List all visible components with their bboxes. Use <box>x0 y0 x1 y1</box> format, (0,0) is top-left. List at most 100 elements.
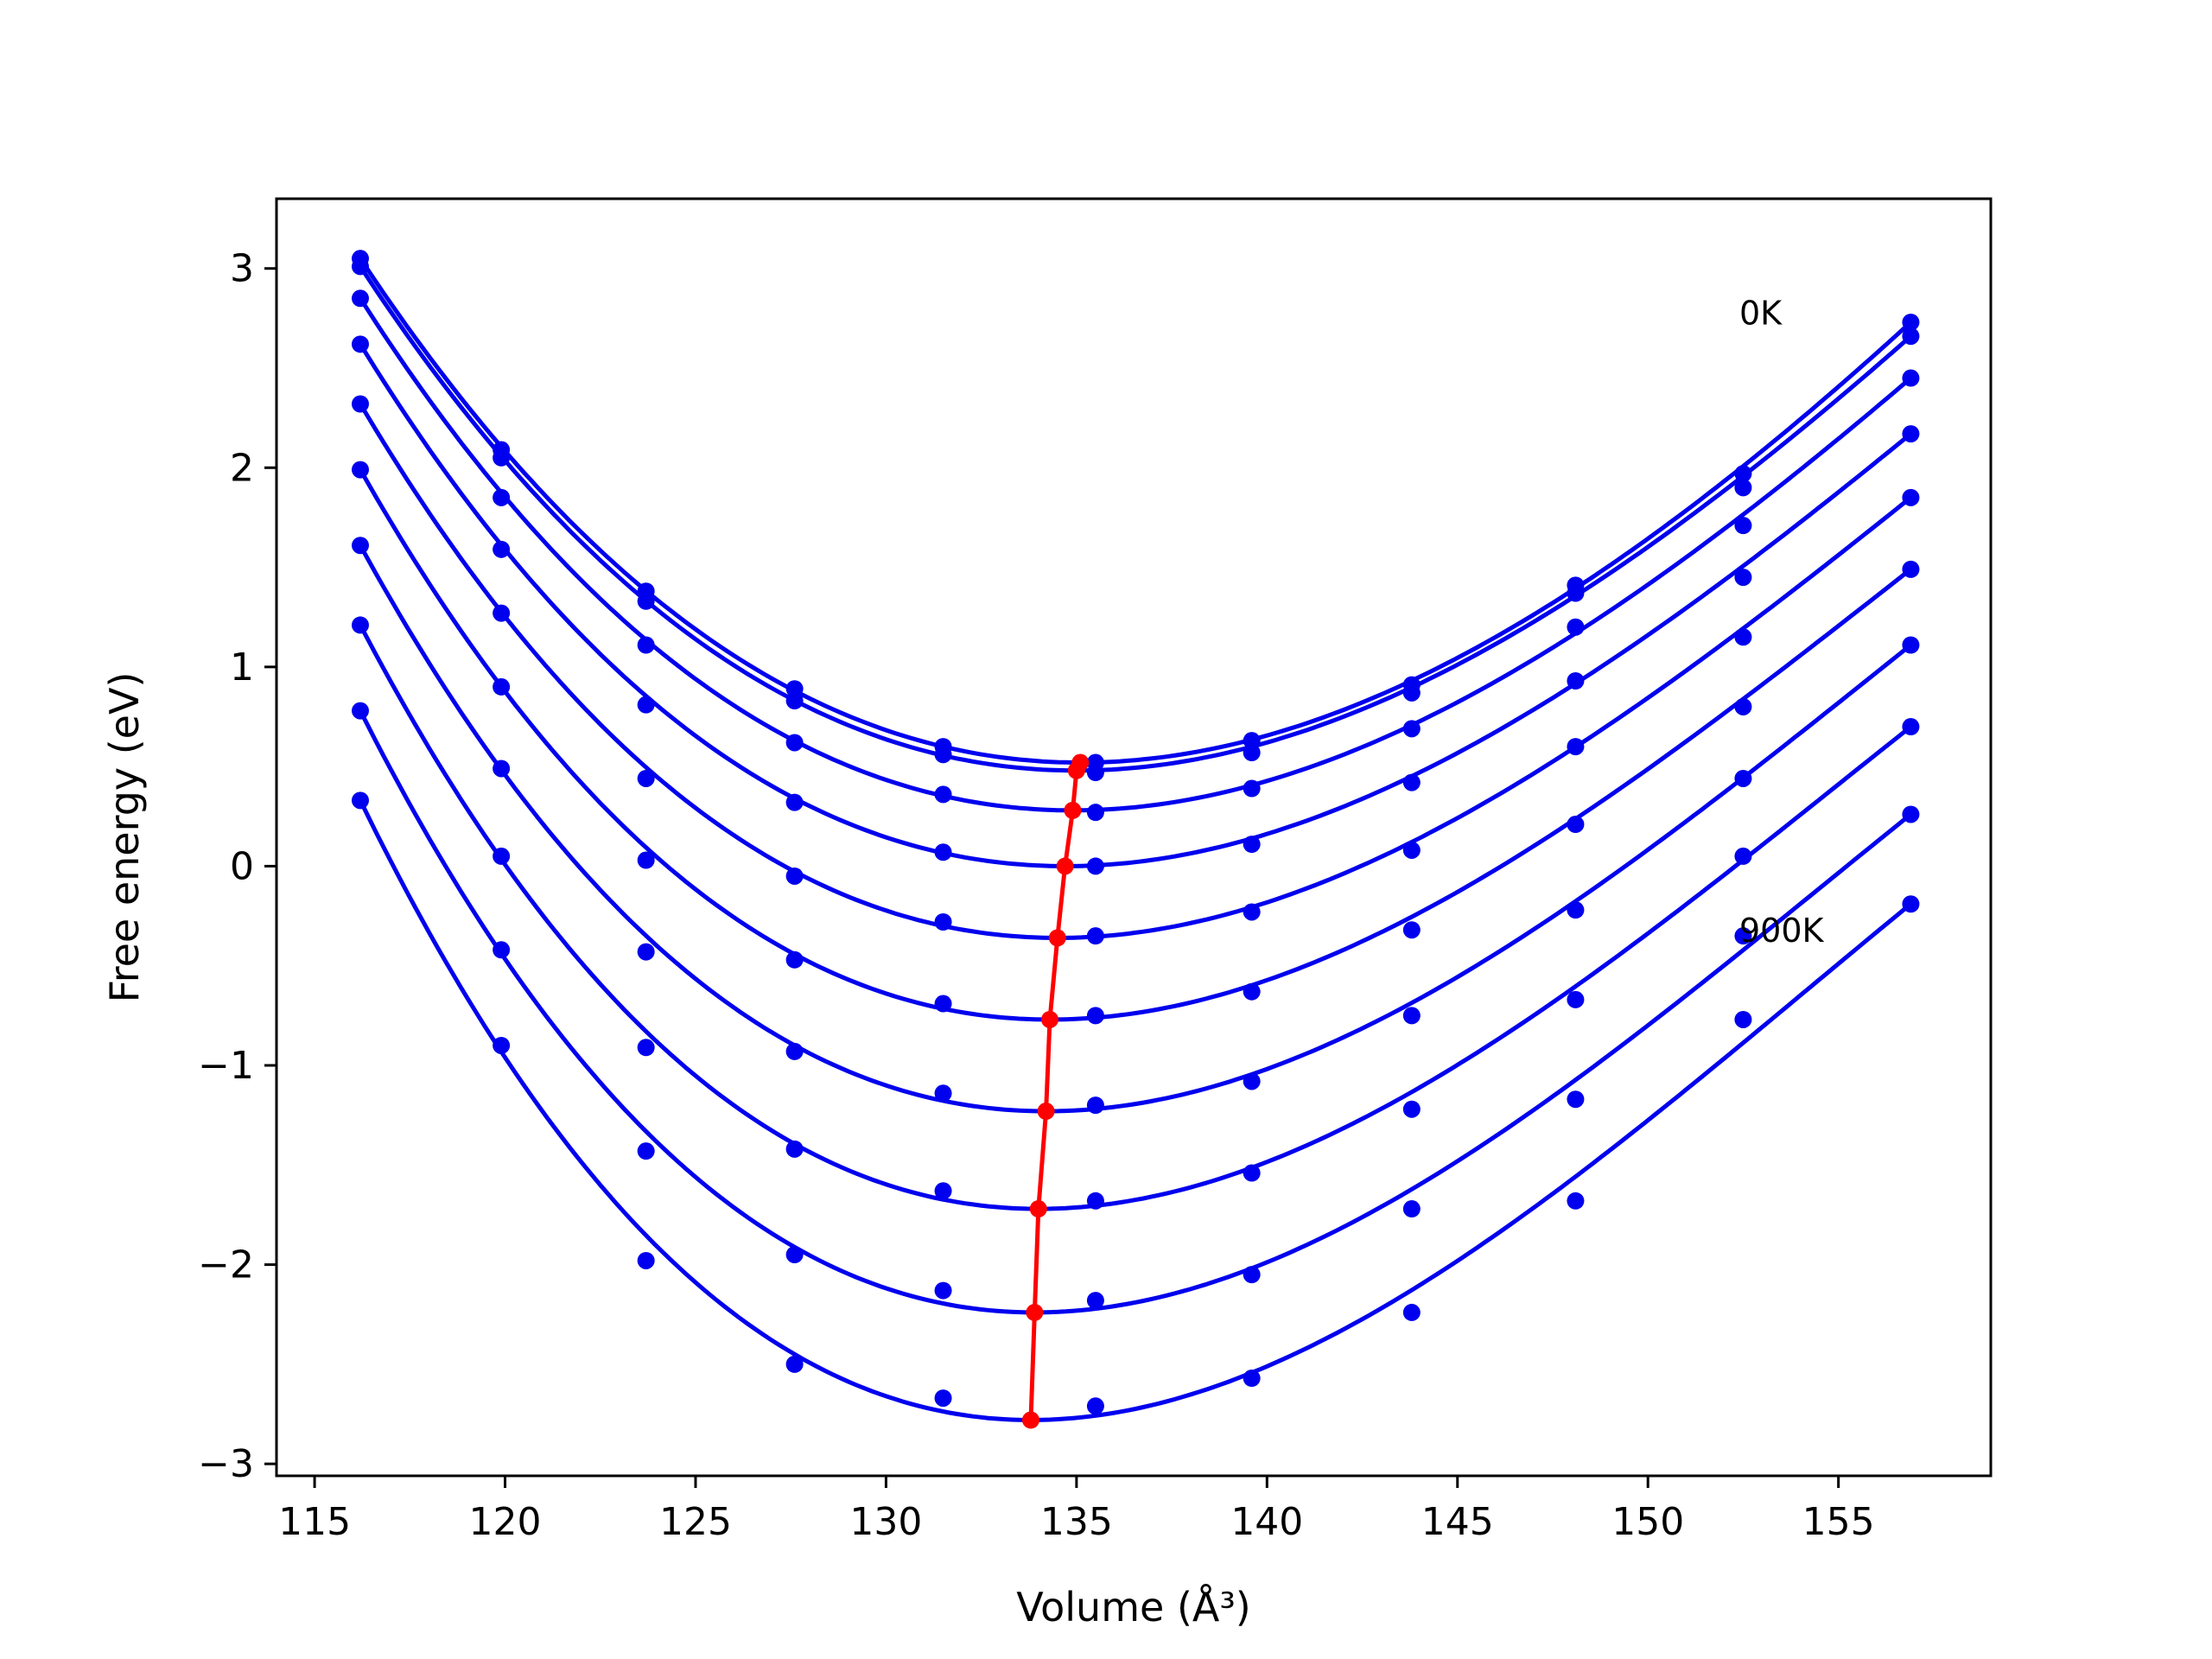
data-point <box>351 616 369 634</box>
data-point <box>637 1142 655 1160</box>
data-point <box>1402 841 1421 859</box>
data-point <box>1243 836 1261 854</box>
y-tick-label: 3 <box>230 247 254 291</box>
x-tick-label: 145 <box>1421 1500 1494 1544</box>
fit-curve-1 <box>358 265 1913 773</box>
data-point <box>1402 683 1421 702</box>
data-point <box>1243 1072 1261 1090</box>
data-point <box>637 943 655 961</box>
data-point <box>934 995 952 1013</box>
data-point <box>1902 425 1920 443</box>
data-point <box>637 1039 655 1057</box>
data-point <box>1902 805 1920 823</box>
data-point <box>1734 769 1752 787</box>
data-point <box>1734 847 1752 865</box>
fit-curve-5 <box>358 468 1912 1022</box>
data-point <box>1567 738 1585 756</box>
curve-annotation: 900K <box>1739 912 1825 950</box>
y-axis-ticks: 3 2 1 0 −1 −2 −3 <box>198 247 276 1486</box>
data-point <box>1567 816 1585 834</box>
fit-curve-8 <box>358 709 1912 1315</box>
data-point <box>1086 764 1104 782</box>
data-point <box>1734 697 1752 715</box>
data-point <box>1086 1397 1104 1415</box>
data-point <box>1402 773 1421 791</box>
data-point <box>1086 857 1104 875</box>
data-point <box>1402 1200 1421 1218</box>
data-point <box>351 791 369 810</box>
curve-annotation: 0K <box>1739 294 1783 332</box>
minimum-path <box>1028 761 1083 1421</box>
x-axis-label: Volume (Å³) <box>1016 1584 1251 1630</box>
fit-curve-3 <box>358 342 1912 868</box>
data-point <box>1402 720 1421 738</box>
data-point <box>493 488 511 506</box>
data-point <box>1734 628 1752 646</box>
data-point <box>1902 718 1920 736</box>
fit-curve-6 <box>358 543 1912 1114</box>
data-point <box>785 1140 804 1158</box>
data-point <box>1243 1370 1261 1388</box>
data-point <box>493 847 511 865</box>
data-point <box>1567 618 1585 636</box>
data-point <box>1086 1192 1104 1210</box>
minimum-point <box>1021 1411 1039 1429</box>
fit-curve-2 <box>358 296 1913 813</box>
data-point <box>493 1036 511 1054</box>
data-point <box>1567 584 1585 602</box>
data-point <box>1402 1303 1421 1321</box>
data-point <box>493 941 511 959</box>
data-point <box>934 912 952 931</box>
data-point <box>351 461 369 479</box>
y-tick-label: −3 <box>198 1442 254 1486</box>
fit-curve-4 <box>358 403 1912 940</box>
x-tick-label: 140 <box>1230 1500 1303 1544</box>
data-point <box>1902 313 1920 331</box>
data-point <box>1402 921 1421 939</box>
data-point <box>637 592 655 610</box>
data-point <box>934 1281 952 1300</box>
data-point <box>351 289 369 308</box>
data-point <box>934 785 952 804</box>
data-point <box>493 448 511 467</box>
minimum-point <box>1029 1200 1047 1218</box>
y-axis-label: Free energy (eV) <box>101 672 148 1003</box>
data-point <box>351 257 369 276</box>
data-point <box>493 760 511 778</box>
x-axis-ticks: 115 120 125 130 135 140 145 150 155 <box>278 1476 1875 1544</box>
data-point <box>637 1251 655 1269</box>
data-point <box>351 537 369 555</box>
data-point <box>785 950 804 969</box>
x-tick-label: 135 <box>1040 1500 1113 1544</box>
minimum-point <box>1026 1303 1044 1321</box>
data-point <box>1086 1007 1104 1025</box>
minimum-line <box>1021 753 1090 1429</box>
minimum-point <box>1037 1103 1055 1121</box>
minimum-point <box>1056 857 1074 875</box>
data-point <box>637 769 655 787</box>
data-point <box>1243 779 1261 798</box>
data-point <box>1567 671 1585 690</box>
data-point <box>1243 732 1261 750</box>
data-point <box>934 746 952 764</box>
y-tick-label: 0 <box>230 844 254 888</box>
data-point <box>1902 560 1920 578</box>
data-point <box>1902 369 1920 387</box>
data-point <box>785 1355 804 1373</box>
data-point <box>637 636 655 654</box>
data-point <box>351 702 369 720</box>
data-point <box>637 851 655 869</box>
data-point <box>1902 895 1920 913</box>
data-points <box>351 250 1920 1415</box>
data-point <box>934 1182 952 1200</box>
data-point <box>1734 569 1752 587</box>
data-point <box>785 692 804 710</box>
data-point <box>785 680 804 698</box>
data-point <box>1734 465 1752 483</box>
data-point <box>1086 1096 1104 1115</box>
x-tick-label: 150 <box>1611 1500 1684 1544</box>
data-point <box>351 335 369 353</box>
data-point <box>351 395 369 413</box>
data-point <box>1902 488 1920 506</box>
